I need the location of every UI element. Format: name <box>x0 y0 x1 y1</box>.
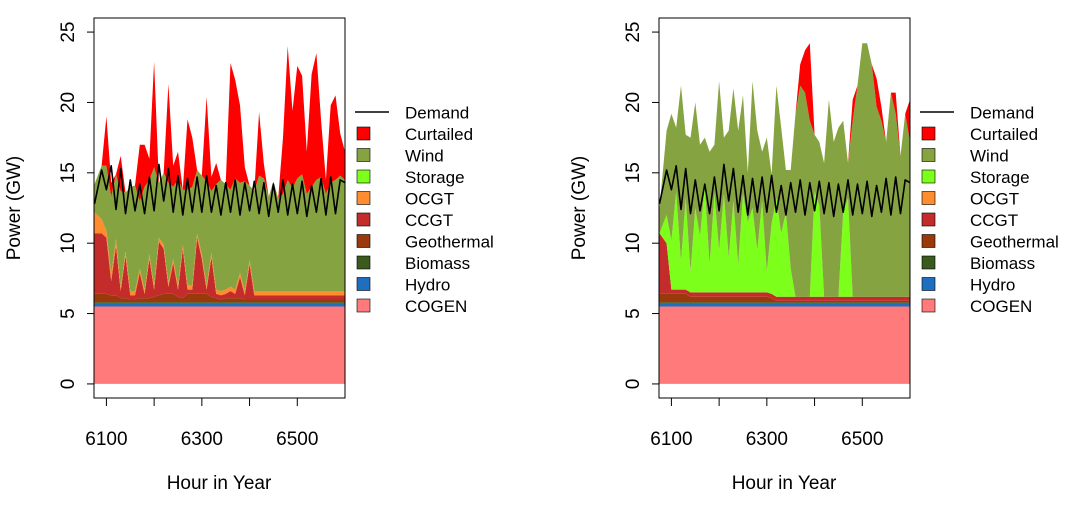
plot-area <box>659 43 910 384</box>
area-hydro <box>659 303 910 307</box>
legend-swatch-hydro <box>356 277 371 291</box>
area-hydro <box>94 303 345 307</box>
x-tick-label: 6500 <box>841 429 883 450</box>
legend-swatch-wind <box>356 148 371 162</box>
plot-frame <box>93 17 346 399</box>
x-tick-label: 6100 <box>85 429 127 450</box>
y-tick-label: 5 <box>58 308 79 319</box>
legend-swatch-wind <box>921 148 936 162</box>
legend-label-cogen: COGEN <box>970 297 1032 316</box>
x-tick-label: 6500 <box>276 429 318 450</box>
area-storage <box>659 186 910 297</box>
y-tick-label: 25 <box>623 22 644 43</box>
y-tick-label: 20 <box>58 92 79 113</box>
chart-panel-left: 0 5 10 15 20 25 6100 6300 6500 Hour in Year Power … <box>4 17 494 494</box>
legend-label-demand: Demand <box>970 104 1034 123</box>
area-geothermal <box>659 293 910 303</box>
area-curtailed <box>94 46 345 201</box>
area-cogen <box>94 306 345 384</box>
legend-label-curtailed: Curtailed <box>970 125 1038 144</box>
legend-swatch-storage <box>921 169 936 184</box>
line-demand <box>659 163 910 218</box>
y-tick-label: 10 <box>623 233 644 254</box>
y-axis-title: Power (GW) <box>4 156 25 261</box>
area-biomass <box>659 302 910 304</box>
x-axis-title: Hour in Year <box>167 473 272 494</box>
legend-label-biomass: Biomass <box>970 254 1035 273</box>
legend-label-geothermal: Geothermal <box>405 233 494 252</box>
legend-label-cogen: COGEN <box>405 297 467 316</box>
legend-swatch-biomass <box>356 255 371 270</box>
y-tick-label: 25 <box>58 22 79 43</box>
area-ccgt <box>94 233 345 300</box>
x-tick-label: 6100 <box>650 429 692 450</box>
y-tick-label: 0 <box>58 379 79 390</box>
legend-swatch-hydro <box>921 277 936 291</box>
legend-label-curtailed: Curtailed <box>405 125 473 144</box>
legend-label-wind: Wind <box>970 147 1009 166</box>
legend-label-hydro: Hydro <box>405 276 450 295</box>
legend-swatch-geothermal <box>356 234 371 248</box>
legend-label-demand: Demand <box>405 104 469 123</box>
y-tick-label: 0 <box>623 379 644 390</box>
legend-label-hydro: Hydro <box>970 276 1015 295</box>
area-cogen <box>659 306 910 384</box>
y-tick-label: 5 <box>623 308 644 319</box>
y-tick-label: 15 <box>623 162 644 183</box>
plot-area <box>94 46 345 384</box>
y-axis-title: Power (GW) <box>569 156 590 261</box>
chart-panel-right: 0 5 10 15 20 25 6100 6300 6500 Hour in Year Power … <box>569 17 1059 494</box>
legend-label-ccgt: CCGT <box>405 211 453 230</box>
area-geothermal <box>94 293 345 303</box>
legend-swatch-biomass <box>921 255 936 270</box>
x-tick-label: 6300 <box>746 429 788 450</box>
x-axis-title: Hour in Year <box>732 473 837 494</box>
legend-swatch-storage <box>356 169 371 184</box>
area-biomass <box>94 302 345 304</box>
legend-swatch-curtailed <box>356 126 371 141</box>
legend-label-ocgt: OCGT <box>970 190 1019 209</box>
legend-swatch-ocgt <box>356 191 371 205</box>
legend-swatch-cogen <box>921 298 936 313</box>
legend-label-storage: Storage <box>405 168 465 187</box>
legend-swatch-ccgt <box>356 212 371 227</box>
x-tick-label: 6300 <box>181 429 223 450</box>
legend-swatch-ocgt <box>921 191 936 205</box>
area-wind <box>659 43 910 297</box>
line-demand <box>94 163 345 218</box>
legend-label-ocgt: OCGT <box>405 190 454 209</box>
legend-swatch-ccgt <box>921 212 936 227</box>
legend-label-biomass: Biomass <box>405 254 470 273</box>
area-wind <box>94 165 345 291</box>
legend-label-storage: Storage <box>970 168 1030 187</box>
legend-label-wind: Wind <box>405 147 444 166</box>
legend-swatch-cogen <box>356 298 371 313</box>
legend: Demand Curtailed Wind Storage OCGT CCGT Geothe… <box>355 104 494 316</box>
legend-swatch-geothermal <box>921 234 936 248</box>
y-tick-label: 10 <box>58 233 79 254</box>
plot-frame <box>658 17 911 399</box>
legend-label-ccgt: CCGT <box>970 211 1018 230</box>
legend-swatch-curtailed <box>921 126 936 141</box>
y-tick-label: 15 <box>58 162 79 183</box>
legend-label-geothermal: Geothermal <box>970 233 1059 252</box>
legend: Demand Curtailed Wind Storage OCGT CCGT Geothe… <box>920 104 1059 316</box>
y-tick-label: 20 <box>623 92 644 113</box>
